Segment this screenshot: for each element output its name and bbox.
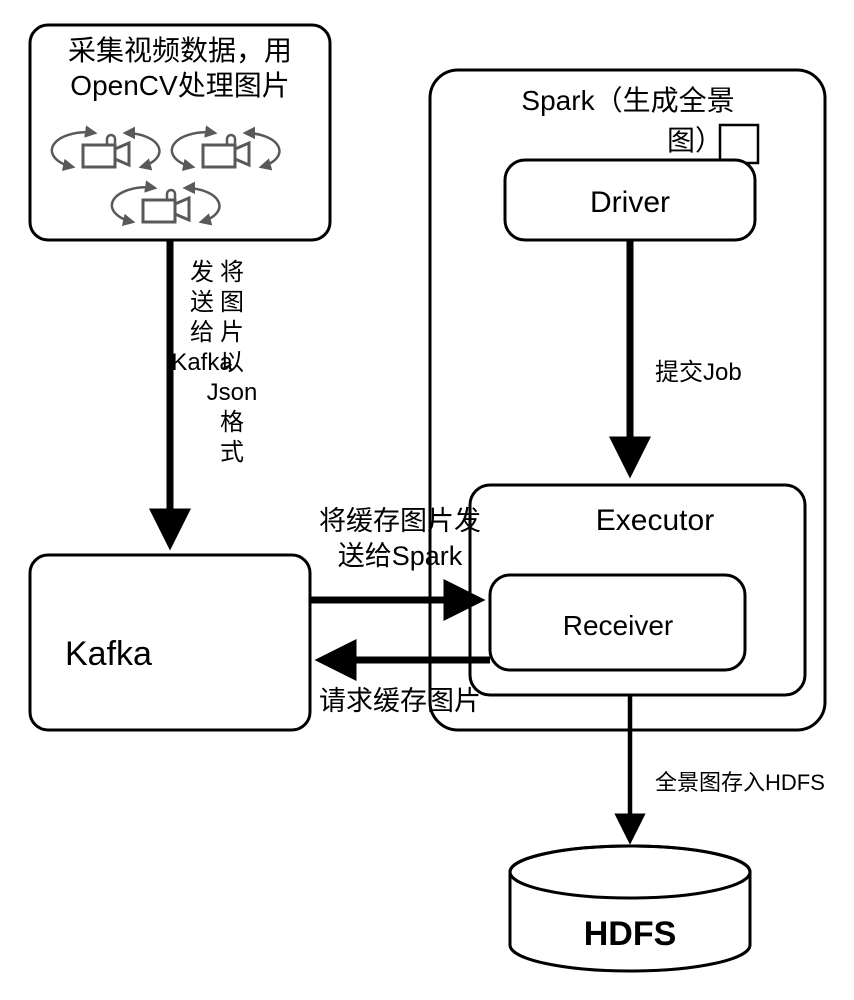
- edge-receiver-kafka-label: 请求缓存图片: [319, 686, 481, 716]
- svg-text:将: 将: [220, 259, 244, 286]
- receiver-label: Receiver: [563, 610, 673, 641]
- capture-title-2: OpenCV处理图片: [70, 70, 289, 101]
- camera-icon: [112, 187, 220, 222]
- svg-text:给: 给: [190, 319, 214, 346]
- svg-text:Json: Json: [207, 379, 258, 406]
- edge-driver-executor-label: 提交Job: [655, 359, 742, 386]
- capture-title-1: 采集视频数据，用: [68, 35, 292, 66]
- hdfs-cylinder: HDFS: [510, 846, 750, 971]
- kafka-label: Kafka: [65, 635, 152, 673]
- camera-icon: [52, 132, 160, 167]
- camera-icon: [172, 132, 280, 167]
- svg-text:发: 发: [190, 259, 214, 286]
- svg-text:图: 图: [220, 289, 244, 316]
- svg-text:Kafka: Kafka: [171, 349, 233, 376]
- edge-executor-hdfs-label: 全景图存入HDFS: [655, 770, 825, 795]
- edge-kafka-receiver-label-1: 将缓存图片发: [319, 506, 481, 536]
- executor-label: Executor: [596, 504, 714, 537]
- spark-title-2: 图）: [667, 125, 723, 156]
- edge-kafka-receiver-label-2: 送给Spark: [338, 541, 463, 571]
- svg-text:式: 式: [220, 439, 244, 466]
- spark-small-box: [720, 125, 758, 163]
- spark-title-1: Spark（生成全景: [521, 85, 734, 116]
- svg-text:片: 片: [220, 319, 244, 346]
- driver-label: Driver: [590, 186, 670, 219]
- architecture-diagram: 采集视频数据，用 OpenCV处理图片 Kafka Spark（生成全景 图） …: [0, 0, 854, 1000]
- svg-text:格: 格: [220, 409, 244, 436]
- svg-text:送: 送: [190, 289, 214, 316]
- hdfs-label: HDFS: [584, 915, 677, 953]
